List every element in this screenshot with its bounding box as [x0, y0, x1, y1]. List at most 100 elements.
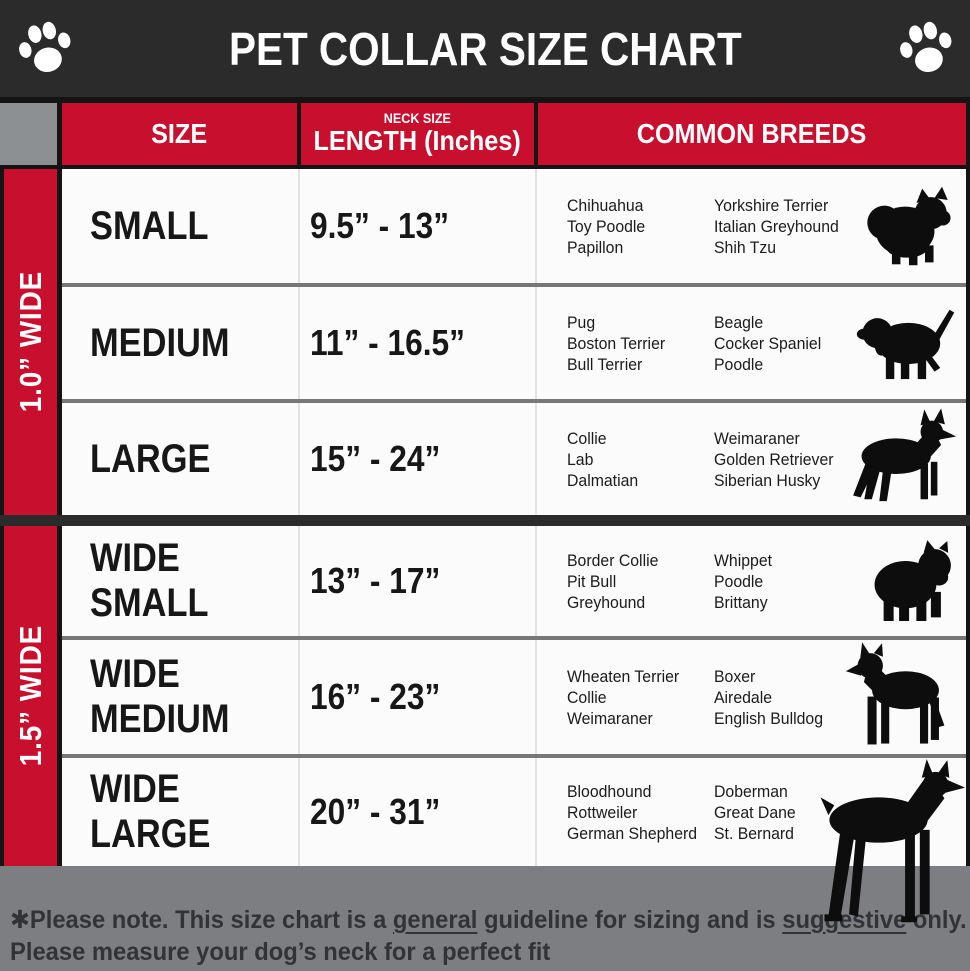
table-row-wide-small: WIDE SMALL 13” - 17” Border Collie Pit B… [62, 526, 966, 636]
breed-item: Poodle [714, 571, 764, 591]
column-header-necksize-label: NECK SIZE [383, 110, 452, 126]
size-label: LARGE [90, 436, 211, 481]
row-divider [62, 754, 966, 758]
breed-item: Bloodhound [567, 781, 652, 801]
breed-item: German Shepherd [567, 823, 698, 843]
bulldog-silhouette-icon [860, 536, 960, 627]
column-divider [298, 526, 300, 636]
pomeranian-dog-silhouette-icon [856, 181, 960, 271]
breed-item: Golden Retriever [714, 449, 834, 469]
size-label: WIDE MEDIUM [90, 652, 230, 741]
column-divider [535, 526, 537, 636]
column-divider [298, 640, 300, 754]
breed-list: Wheaten Terrier Collie Weimaraner [567, 640, 717, 754]
size-label: SMALL [90, 203, 209, 248]
footer-note-text: ✱Please note. This size chart is a gener… [10, 904, 967, 968]
column-divider [298, 169, 300, 283]
paw-print-icon [10, 11, 79, 85]
breed-item: Weimaraner [714, 428, 800, 448]
breed-item: Pug [567, 312, 596, 332]
neck-length-value: 11” - 16.5” [310, 322, 465, 363]
breed-item: Boxer [714, 666, 756, 686]
breed-list: Border Collie Pit Bull Greyhound [567, 526, 717, 636]
breed-item: Brittany [714, 592, 768, 612]
neck-length-value: 9.5” - 13” [310, 205, 450, 246]
column-header-size-label: SIZE [151, 118, 208, 149]
column-header-neck-size: NECK SIZE LENGTH (Inches) [301, 103, 534, 165]
footer-note: ✱Please note. This size chart is a gener… [0, 866, 970, 971]
column-divider [535, 640, 537, 754]
breed-item: Italian Greyhound [714, 216, 839, 236]
breed-item: English Bulldog [714, 708, 823, 728]
row-divider [62, 399, 966, 403]
breed-item: Papillon [567, 237, 624, 257]
breed-item: Cocker Spaniel [714, 333, 822, 353]
table-row-wide-large: WIDE LARGE 20” - 31” Bloodhound Rottweil… [62, 758, 966, 866]
column-header-breeds-label: COMMON BREEDS [637, 118, 867, 149]
section-label-1-inch-wide: 1.0” WIDE [4, 169, 57, 515]
neck-length-value: 16” - 23” [310, 676, 441, 717]
breed-item: Yorkshire Terrier [714, 195, 829, 215]
doberman-dog-silhouette-icon [795, 757, 967, 943]
breed-item: Dalmatian [567, 470, 639, 490]
breed-item: Toy Poodle [567, 216, 646, 236]
title-bar: PET COLLAR SIZE CHART [0, 0, 970, 97]
breed-item: Wheaten Terrier [567, 666, 680, 686]
section-label-1-5-inch-wide: 1.5” WIDE [4, 526, 57, 866]
breed-item: Chihuahua [567, 195, 644, 215]
breed-item: St. Bernard [714, 823, 794, 843]
breed-item: Boston Terrier [567, 333, 666, 353]
breed-item: Greyhound [567, 592, 646, 612]
table-corner-cell [0, 103, 57, 165]
breed-item: Shih Tzu [714, 237, 777, 257]
breed-list: Yorkshire Terrier Italian Greyhound Shih… [714, 169, 864, 283]
breed-item: Doberman [714, 781, 788, 801]
column-divider [298, 403, 300, 515]
row-divider [62, 283, 966, 287]
breed-item: Great Dane [714, 802, 796, 822]
column-header-common-breeds: COMMON BREEDS [538, 103, 966, 165]
breed-list: Beagle Cocker Spaniel Poodle [714, 287, 864, 399]
column-divider [298, 287, 300, 399]
neck-length-value: 13” - 17” [310, 560, 441, 601]
breed-item: Collie [567, 687, 607, 707]
size-label: MEDIUM [90, 320, 230, 365]
size-label: WIDE LARGE [90, 767, 211, 856]
breed-list: Weimaraner Golden Retriever Siberian Hus… [714, 403, 864, 515]
column-divider [298, 758, 300, 866]
breed-list: Pug Boston Terrier Bull Terrier [567, 287, 717, 399]
neck-length-value: 20” - 31” [310, 791, 441, 832]
breed-item: Airedale [714, 687, 773, 707]
beagle-dog-silhouette-icon [852, 299, 960, 388]
breed-list: Boxer Airedale English Bulldog [714, 640, 864, 754]
table-row-wide-medium: WIDE MEDIUM 16” - 23” Wheaten Terrier Co… [62, 640, 966, 754]
breed-item: Weimaraner [567, 708, 653, 728]
column-header-size: SIZE [62, 103, 297, 165]
table-row-small: SMALL 9.5” - 13” Chihuahua Toy Poodle Pa… [62, 169, 966, 283]
neck-length-value: 15” - 24” [310, 438, 441, 479]
column-divider [535, 758, 537, 866]
breed-item: Pit Bull [567, 571, 617, 591]
breed-item: Border Collie [567, 550, 659, 570]
breed-list: Collie Lab Dalmatian [567, 403, 717, 515]
page-title: PET COLLAR SIZE CHART [228, 22, 742, 75]
width-label: 1.0” WIDE [12, 271, 48, 413]
table-row-large: LARGE 15” - 24” Collie Lab Dalmatian Wei… [62, 403, 966, 515]
breed-item: Beagle [714, 312, 764, 332]
paw-print-icon [891, 11, 960, 85]
breed-item: Collie [567, 428, 607, 448]
column-divider [535, 403, 537, 515]
pit-bull-silhouette-icon [842, 641, 960, 754]
width-label: 1.5” WIDE [12, 625, 48, 767]
column-header-length-label: LENGTH (Inches) [313, 125, 522, 156]
breed-list: Bloodhound Rottweiler German Shepherd [567, 758, 717, 866]
breed-item: Bull Terrier [567, 354, 643, 374]
size-label: WIDE SMALL [90, 536, 209, 625]
breed-list: Whippet Poodle Brittany [714, 526, 864, 636]
table-row-medium: MEDIUM 11” - 16.5” Pug Boston Terrier Bu… [62, 287, 966, 399]
breed-item: Whippet [714, 550, 773, 570]
german-shepherd-dog-silhouette-icon [838, 408, 960, 511]
footer-line-1: ✱Please note. This size chart is a gener… [10, 906, 967, 934]
row-divider [62, 636, 966, 640]
